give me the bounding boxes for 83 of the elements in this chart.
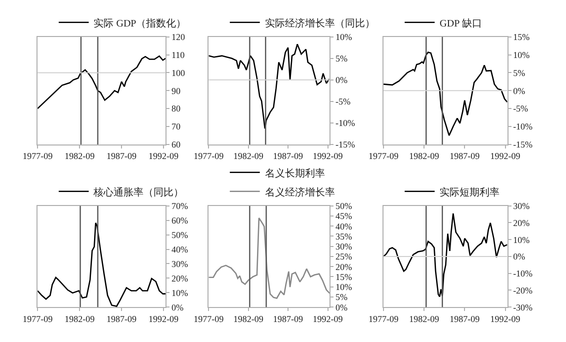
- x-tick-label: 1987-09: [106, 151, 138, 162]
- y-tick-label: 5%: [336, 292, 348, 302]
- y-tick-label: -15%: [336, 140, 356, 150]
- y-tick-label: -15%: [513, 140, 534, 150]
- x-tick-label: 1982-09: [233, 314, 264, 324]
- legend-label: 名义长期利率: [264, 167, 325, 180]
- y-tick-label: -10%: [513, 268, 534, 279]
- x-tick-label: 1982-09: [64, 314, 96, 324]
- x-tick-label: 1992-09: [148, 151, 180, 162]
- y-tick-label: 10%: [513, 234, 530, 245]
- y-tick-label: 30%: [513, 201, 530, 212]
- x-tick-label: 1987-09: [106, 314, 138, 324]
- legend-label: 实际经济增长率（同比）: [264, 17, 375, 30]
- y-tick-label: 15%: [336, 272, 353, 282]
- x-tick-label: 1987-09: [450, 151, 480, 162]
- y-tick-label: 80: [171, 104, 181, 114]
- y-tick-label: 0%: [336, 75, 348, 86]
- y-tick-label: 30%: [336, 242, 353, 252]
- x-tick-label: 1977-09: [368, 151, 400, 162]
- x-tick-label: 1992-09: [312, 151, 344, 162]
- y-tick-label: 35%: [336, 231, 353, 242]
- y-tick-label: 10%: [336, 282, 353, 292]
- line-series: [38, 222, 166, 307]
- y-tick-label: -30%: [513, 302, 534, 312]
- x-tick-label: 1977-09: [368, 314, 400, 324]
- y-tick-label: -5%: [513, 104, 529, 114]
- legend-label: 实际短期利率: [440, 186, 500, 198]
- y-tick-label: 10%: [171, 288, 188, 298]
- line-series: [384, 52, 508, 136]
- legend-label: 名义经济增长率: [264, 186, 335, 198]
- legend-label: 核心通胀率（同比）: [92, 186, 184, 198]
- y-tick-label: 70%: [171, 201, 188, 212]
- y-tick-label: 30%: [171, 258, 188, 269]
- y-tick-label: 20%: [513, 218, 530, 228]
- y-tick-label: 20%: [171, 273, 188, 284]
- x-tick-label: 1977-09: [22, 314, 54, 324]
- legend-label: 实际 GDP（指数化）: [94, 17, 186, 30]
- y-tick-label: 45%: [336, 211, 353, 222]
- x-tick-label: 1977-09: [194, 151, 224, 162]
- x-tick-label: 1977-09: [22, 151, 54, 162]
- y-tick-label: 120: [171, 32, 186, 42]
- y-tick-label: 0%: [171, 302, 184, 312]
- y-tick-label: 0%: [336, 302, 348, 312]
- y-tick-label: 10%: [336, 32, 353, 42]
- x-tick-label: 1987-09: [273, 314, 304, 324]
- y-tick-label: 110: [171, 50, 186, 60]
- x-tick-label: 1977-09: [194, 314, 224, 324]
- line-series: [208, 44, 330, 130]
- y-tick-label: 25%: [336, 252, 353, 262]
- y-tick-label: 40%: [171, 244, 188, 254]
- x-tick-label: 1992-09: [490, 314, 521, 324]
- x-tick-label: 1982-09: [409, 314, 440, 324]
- legend-label: GDP 缺口: [440, 17, 482, 30]
- y-tick-label: 50%: [336, 201, 353, 212]
- y-tick-label: 70: [171, 122, 181, 132]
- y-tick-label: 20%: [336, 262, 353, 272]
- line-series: [208, 217, 330, 299]
- y-tick-label: 40%: [336, 221, 353, 232]
- y-tick-label: 100: [171, 68, 186, 78]
- y-tick-label: 50%: [171, 230, 188, 240]
- y-tick-label: 0%: [513, 86, 526, 96]
- x-tick-label: 1992-09: [148, 314, 180, 324]
- x-tick-label: 1982-09: [64, 151, 96, 162]
- y-tick-label: 60%: [171, 215, 188, 226]
- x-tick-label: 1992-09: [490, 151, 521, 162]
- y-tick-label: 0%: [513, 252, 526, 262]
- y-tick-label: 5%: [336, 54, 348, 64]
- x-tick-label: 1987-09: [450, 314, 480, 324]
- y-tick-label: -20%: [513, 285, 534, 296]
- y-tick-label: -5%: [336, 96, 352, 107]
- x-tick-label: 1992-09: [312, 314, 344, 324]
- y-tick-label: -10%: [336, 118, 356, 128]
- x-tick-label: 1982-09: [409, 151, 440, 162]
- y-tick-label: 10%: [513, 50, 530, 60]
- y-tick-label: 60: [171, 140, 181, 150]
- line-series: [38, 55, 166, 110]
- x-tick-label: 1982-09: [233, 151, 264, 162]
- y-tick-label: 5%: [513, 68, 526, 78]
- y-tick-label: 90: [171, 86, 181, 96]
- y-tick-label: -10%: [513, 122, 534, 132]
- y-tick-label: 15%: [513, 32, 530, 42]
- line-series: [384, 212, 508, 298]
- x-tick-label: 1987-09: [273, 151, 304, 162]
